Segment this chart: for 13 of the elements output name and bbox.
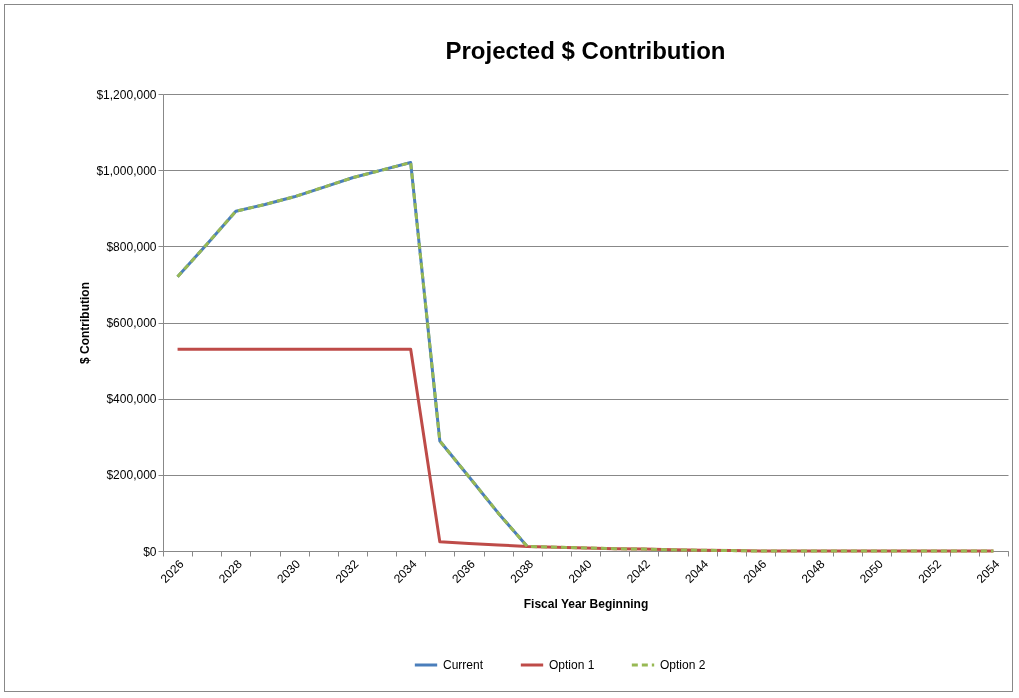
- y-tick-label: $200,000: [106, 468, 157, 483]
- legend-label: Current: [443, 658, 484, 672]
- y-axis-title: $ Contribution: [78, 282, 93, 364]
- chart-title: Projected $ Contribution: [445, 37, 726, 64]
- x-axis-title: Fiscal Year Beginning: [523, 597, 649, 612]
- legend-label: Option 1: [549, 658, 595, 672]
- y-tick-label: $600,000: [106, 316, 157, 330]
- y-tick-label: $0: [143, 544, 157, 559]
- y-tick-label: $800,000: [106, 239, 157, 254]
- y-tick-label: $400,000: [106, 392, 157, 407]
- legend-label: Option 2: [660, 658, 706, 672]
- y-tick-label: $1,200,000: [96, 87, 157, 102]
- y-tick-label: $1,000,000: [96, 163, 157, 178]
